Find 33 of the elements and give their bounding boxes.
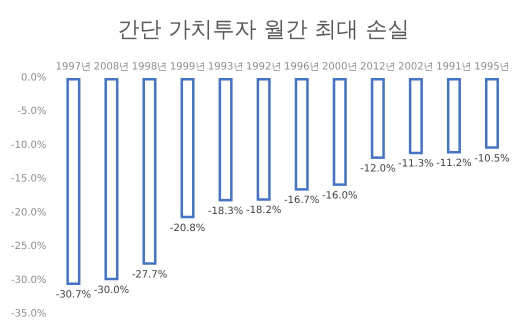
x-tick-label: 2012년: [360, 62, 396, 72]
y-tick-label: 0.0%: [20, 72, 46, 84]
x-tick-label: 2002년: [398, 62, 434, 72]
x-tick-label: 1992년: [246, 62, 282, 72]
x-tick-label: 1991년: [436, 62, 472, 72]
data-label: -18.2%: [246, 205, 282, 216]
x-tick-label: 1995년: [474, 62, 510, 72]
x-tick-label: 1999년: [170, 62, 206, 72]
data-label: -12.0%: [360, 163, 396, 174]
x-tick-label: 1998년: [132, 62, 168, 72]
data-label: -30.7%: [56, 290, 92, 301]
data-label: -18.3%: [208, 206, 244, 217]
y-tick-label: -5.0%: [17, 106, 46, 118]
y-tick-label: -30.0%: [10, 274, 46, 286]
x-tick-label: 1997년: [56, 62, 92, 72]
data-label: -11.3%: [398, 158, 434, 170]
x-tick-label: 1996년: [284, 62, 320, 72]
x-tick-label: 2008년: [94, 62, 130, 72]
x-tick-label: 1993년: [208, 62, 244, 72]
data-label: -16.7%: [284, 195, 320, 206]
data-label: -30.0%: [94, 284, 130, 296]
y-tick-label: -35.0%: [10, 308, 46, 320]
data-label: -16.0%: [322, 190, 358, 202]
data-label: -27.7%: [132, 269, 168, 280]
y-tick-label: -10.0%: [10, 140, 46, 151]
data-label: -11.2%: [436, 158, 472, 170]
x-tick-label: 2000년: [322, 62, 358, 72]
data-label: -20.8%: [170, 222, 206, 234]
y-tick-label: -15.0%: [10, 174, 46, 185]
y-tick-label: -20.0%: [10, 207, 46, 218]
data-label: -10.5%: [474, 153, 510, 164]
y-tick-label: -25.0%: [10, 241, 46, 252]
chart-title: 간단 가치투자 월간 최대 손실: [118, 18, 410, 42]
